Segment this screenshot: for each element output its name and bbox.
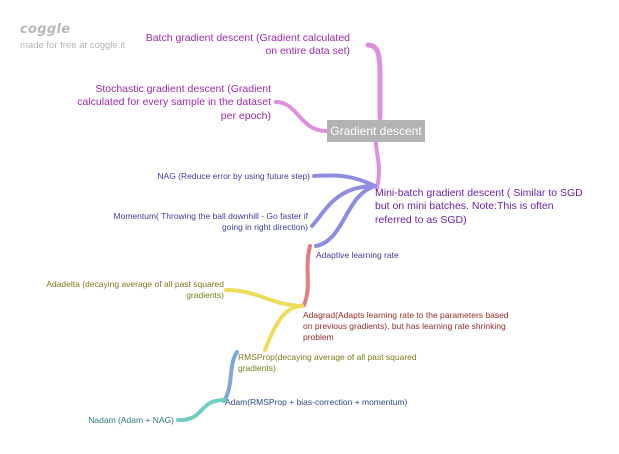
- branch-minibatch: [376, 143, 379, 188]
- branch-nag: [314, 175, 375, 186]
- branch-nadam: [178, 400, 224, 420]
- node-adadelta[interactable]: Adadelta (decaying average of all past s…: [44, 279, 224, 301]
- node-batch-gradient-descent[interactable]: Batch gradient descent (Gradient calcula…: [138, 32, 350, 59]
- node-minibatch-gradient-descent[interactable]: Mini-batch gradient descent ( Similar to…: [375, 187, 590, 227]
- branch-adaptive: [316, 186, 375, 246]
- coggle-tagline: made for free at coggle.it: [20, 40, 125, 51]
- branch-batch: [368, 45, 380, 118]
- root-node[interactable]: Gradient descent: [327, 120, 425, 142]
- node-momentum[interactable]: Momentum( Throwing the ball downhill - G…: [98, 211, 308, 233]
- node-nag[interactable]: NAG (Reduce error by using future step): [138, 171, 310, 182]
- branch-sgd: [276, 102, 326, 131]
- branch-adam: [224, 352, 237, 401]
- node-stochastic-gradient-descent[interactable]: Stochastic gradient descent (Gradient ca…: [72, 83, 271, 123]
- branch-adagrad: [304, 246, 310, 305]
- node-adam[interactable]: Adam(RMSProp + bias-correction + momentu…: [225, 397, 415, 408]
- coggle-brand: coggle made for free at coggle.it: [20, 22, 125, 51]
- branch-rmsprop: [265, 306, 302, 350]
- node-adagrad[interactable]: Adagrad(Adapts learning rate to the para…: [303, 310, 513, 343]
- node-nadam[interactable]: Nadam (Adam + NAG): [70, 415, 174, 426]
- node-rmsprop[interactable]: RMSProp(decaying average of all past squ…: [238, 352, 428, 374]
- node-adaptive-learning-rate[interactable]: Adaptive learning rate: [316, 250, 446, 261]
- coggle-logo: coggle: [20, 22, 125, 37]
- branch-adadelta: [226, 290, 302, 306]
